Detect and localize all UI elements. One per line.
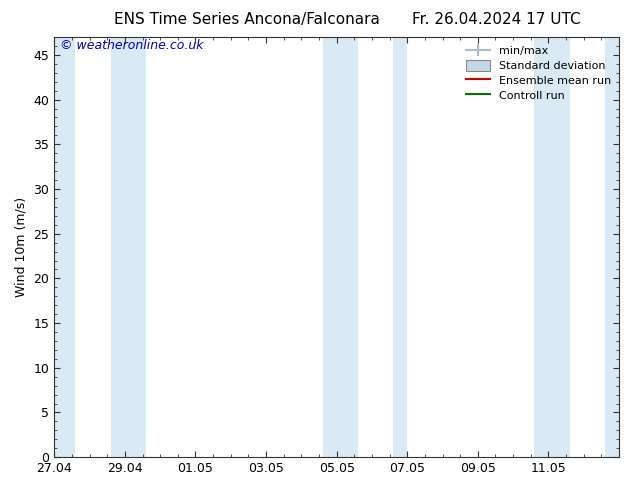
Bar xyxy=(51,37,75,457)
Bar xyxy=(393,37,407,457)
Bar xyxy=(534,37,569,457)
Bar xyxy=(323,37,358,457)
Text: ENS Time Series Ancona/Falconara: ENS Time Series Ancona/Falconara xyxy=(114,12,380,27)
Bar xyxy=(111,37,146,457)
Bar xyxy=(605,37,623,457)
Text: © weatheronline.co.uk: © weatheronline.co.uk xyxy=(60,39,204,52)
Legend: min/max, Standard deviation, Ensemble mean run, Controll run: min/max, Standard deviation, Ensemble me… xyxy=(461,40,616,105)
Y-axis label: Wind 10m (m/s): Wind 10m (m/s) xyxy=(15,197,28,297)
Text: Fr. 26.04.2024 17 UTC: Fr. 26.04.2024 17 UTC xyxy=(412,12,581,27)
